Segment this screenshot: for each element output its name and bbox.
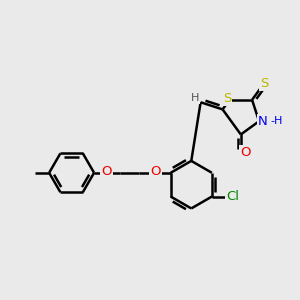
Text: O: O — [101, 165, 112, 178]
Text: H: H — [190, 93, 199, 103]
Text: O: O — [240, 146, 251, 160]
Text: -H: -H — [271, 116, 283, 126]
Text: S: S — [223, 92, 231, 105]
Text: Cl: Cl — [226, 190, 239, 203]
Text: S: S — [260, 77, 268, 90]
Text: O: O — [150, 165, 161, 178]
Text: N: N — [258, 115, 268, 128]
